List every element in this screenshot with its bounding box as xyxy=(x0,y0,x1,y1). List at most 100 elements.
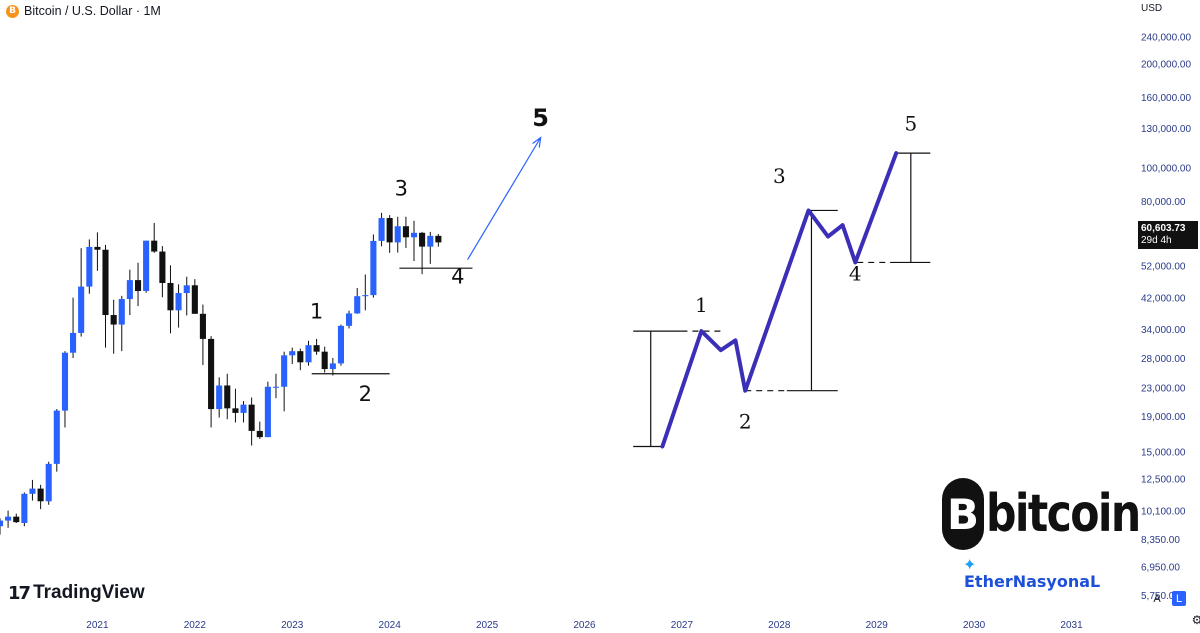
tradingview-icon: 17 xyxy=(8,582,31,604)
price-tick-label: 200,000.00 xyxy=(1141,60,1191,71)
candle-body xyxy=(216,385,223,410)
elliott-model-group: 1 2 3 4 5 xyxy=(633,111,931,449)
price-tick-label: 42,000.00 xyxy=(1141,293,1186,304)
candle-body xyxy=(378,218,385,241)
candle-body xyxy=(321,351,328,370)
price-tick-label: 23,000.00 xyxy=(1141,383,1186,394)
currency-selector[interactable]: USD xyxy=(1141,3,1163,14)
candle-body xyxy=(345,313,353,326)
bar-countdown: 29d 4h xyxy=(1141,235,1172,246)
settings-gear-icon[interactable]: ⚙ xyxy=(1191,612,1200,627)
candle-body xyxy=(126,280,133,300)
price-tick-label: 19,000.00 xyxy=(1141,412,1186,423)
candle-body xyxy=(45,463,52,502)
candle-body xyxy=(167,282,174,311)
annotations-group: 1 2 3 4 5 xyxy=(310,104,549,406)
candle-body xyxy=(329,363,336,370)
elliott-wave-path xyxy=(660,151,899,449)
wave-label-1: 1 xyxy=(310,299,323,323)
wave-label-2: 2 xyxy=(359,382,372,406)
time-tick-label: 2031 xyxy=(1060,620,1083,631)
price-tick-label: 8,350.00 xyxy=(1141,535,1180,546)
tradingview-wordmark: TradingView xyxy=(33,582,145,603)
candle-body xyxy=(175,293,182,311)
candle-body xyxy=(53,410,60,464)
candle-body xyxy=(394,226,401,243)
projection-arrow xyxy=(467,137,542,260)
candle-body xyxy=(143,240,150,291)
candle-body xyxy=(410,232,418,238)
price-tick-label: 80,000.00 xyxy=(1141,197,1186,208)
candle-body xyxy=(370,240,377,296)
time-tick-label: 2028 xyxy=(768,620,791,631)
price-tick-label: 28,000.00 xyxy=(1141,354,1186,365)
price-tick-label: 12,500.00 xyxy=(1141,475,1186,486)
candle-body xyxy=(224,385,231,409)
price-tick-label: 100,000.00 xyxy=(1141,163,1191,174)
candle-body xyxy=(0,520,4,527)
time-tick-label: 2023 xyxy=(281,620,304,631)
wave-label-5: 5 xyxy=(532,104,549,132)
candle-body xyxy=(70,332,77,353)
time-tick-label: 2027 xyxy=(671,620,694,631)
wave-label-3: 3 xyxy=(395,176,408,200)
price-tick-label: 160,000.00 xyxy=(1141,93,1191,104)
candles-group xyxy=(0,212,442,535)
candle-body xyxy=(281,355,288,387)
candle-body xyxy=(402,226,409,238)
candle-body xyxy=(5,516,12,521)
auto-scale-button[interactable]: A xyxy=(1153,592,1161,605)
candle-body xyxy=(419,232,426,247)
candle-body xyxy=(256,430,263,438)
candle-body xyxy=(61,352,69,411)
candle-body xyxy=(427,235,434,247)
candle-body xyxy=(248,404,255,431)
log-scale-button[interactable]: L xyxy=(1172,591,1186,606)
candle-body xyxy=(151,240,158,252)
candle-body xyxy=(94,246,101,250)
candle-body xyxy=(86,246,93,287)
price-tick-label: 5,750.00 xyxy=(1141,591,1180,602)
candle-body xyxy=(29,488,36,494)
time-tick-label: 2026 xyxy=(573,620,596,631)
twitter-icon: ✦ xyxy=(963,557,977,574)
price-tick-label: 15,000.00 xyxy=(1141,447,1186,458)
bitcoin-wordmark: bitcoin xyxy=(986,484,1141,544)
price-tick-label: 130,000.00 xyxy=(1141,124,1191,135)
price-tick-label: 10,100.00 xyxy=(1141,507,1186,518)
price-tick-label: 240,000.00 xyxy=(1141,32,1191,43)
candle-body xyxy=(78,286,85,333)
candle-body xyxy=(159,251,166,283)
candle-body xyxy=(183,285,190,294)
last-price-value: 60,603.73 xyxy=(1141,223,1186,234)
candle-body xyxy=(240,404,247,413)
time-tick-label: 2021 xyxy=(86,620,109,631)
author-handle: EtherNasyonaL xyxy=(964,572,1101,591)
time-tick-label: 2025 xyxy=(476,620,499,631)
time-tick-label: 2024 xyxy=(379,620,402,631)
price-tick-label: 6,950.00 xyxy=(1141,563,1180,574)
bitcoin-coin-icon: B xyxy=(942,478,984,550)
candle-body xyxy=(362,295,369,297)
candle-body xyxy=(337,325,344,364)
candle-body xyxy=(272,386,280,388)
candle-body xyxy=(191,285,198,314)
candle-body xyxy=(264,386,271,438)
candle-body xyxy=(289,351,296,356)
bitcoin-logo: B bitcoin xyxy=(942,478,1173,550)
candle-body xyxy=(110,315,117,325)
price-tick-label: 52,000.00 xyxy=(1141,261,1186,272)
candle-body xyxy=(386,218,393,243)
time-tick-label: 2022 xyxy=(184,620,207,631)
candle-body xyxy=(199,313,206,339)
symbol-header[interactable]: B Bitcoin / U.S. Dollar · 1M xyxy=(6,3,161,19)
wave-label-4: 4 xyxy=(451,265,464,289)
bitcoin-icon: B xyxy=(6,4,19,18)
candle-body xyxy=(354,296,361,314)
candle-body xyxy=(232,408,239,413)
tradingview-logo[interactable]: 17 TradingView xyxy=(8,582,145,604)
candle-body xyxy=(118,299,125,325)
model-wave-label-4: 4 xyxy=(849,261,862,285)
